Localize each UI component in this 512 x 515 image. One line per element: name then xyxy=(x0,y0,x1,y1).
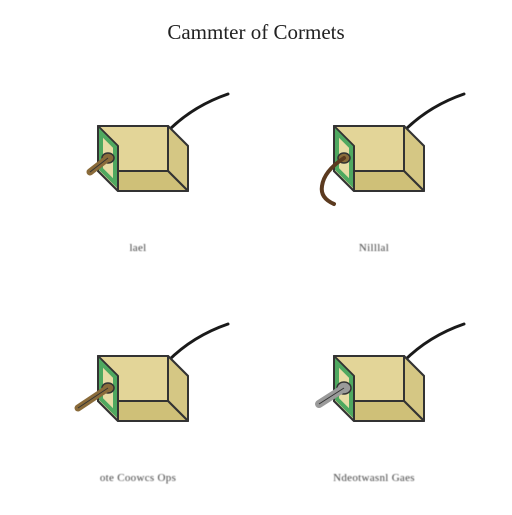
connector-cell-1: Nilllal xyxy=(256,55,492,285)
connector-caption: lael xyxy=(129,242,146,254)
connector-cell-3: Ndeotwasnl Gaes xyxy=(256,285,492,515)
connector-icon xyxy=(38,86,238,236)
connector-cell-2: ote Coowcs Ops xyxy=(20,285,256,515)
connector-caption: Nilllal xyxy=(359,242,389,254)
connector-icon xyxy=(274,86,474,236)
connector-icon xyxy=(274,316,474,466)
page-title: Cammter of Cormets xyxy=(0,0,512,55)
connector-caption: Ndeotwasnl Gaes xyxy=(333,472,415,484)
connector-icon xyxy=(38,316,238,466)
connector-grid: lael Nilllal ote C xyxy=(0,55,512,515)
connector-cell-0: lael xyxy=(20,55,256,285)
connector-caption: ote Coowcs Ops xyxy=(100,472,176,484)
